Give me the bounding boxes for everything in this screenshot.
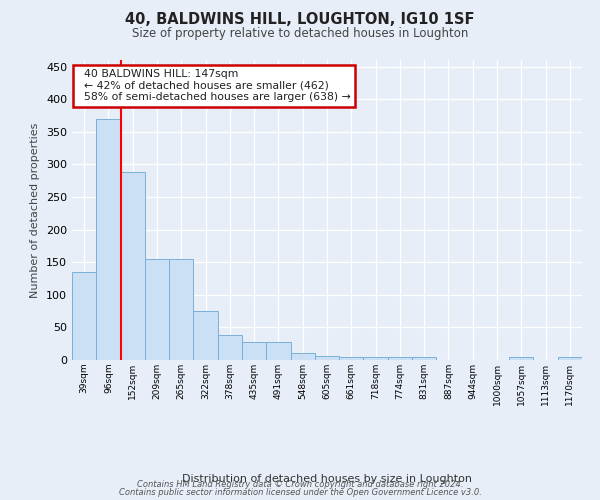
Bar (315, 356, 339, 360)
Text: Contains public sector information licensed under the Open Government Licence v3: Contains public sector information licen… (119, 488, 481, 497)
Text: Contains HM Land Registry data © Crown copyright and database right 2024.: Contains HM Land Registry data © Crown c… (137, 480, 463, 489)
Bar (290, 354, 315, 360)
Y-axis label: Number of detached properties: Number of detached properties (31, 122, 40, 298)
Text: 40 BALDWINS HILL: 147sqm
  ← 42% of detached houses are smaller (462)
  58% of s: 40 BALDWINS HILL: 147sqm ← 42% of detach… (77, 69, 351, 102)
Bar (509, 358, 533, 360)
Bar (72, 272, 96, 360)
Bar (266, 342, 290, 360)
Text: Size of property relative to detached houses in Loughton: Size of property relative to detached ho… (132, 28, 468, 40)
Bar (339, 356, 364, 360)
Text: 40, BALDWINS HILL, LOUGHTON, IG10 1SF: 40, BALDWINS HILL, LOUGHTON, IG10 1SF (125, 12, 475, 28)
X-axis label: Distribution of detached houses by size in Loughton: Distribution of detached houses by size … (182, 474, 472, 484)
Bar (558, 358, 582, 360)
Bar (145, 259, 169, 360)
Bar (364, 358, 388, 360)
Bar (218, 335, 242, 360)
Bar (412, 358, 436, 360)
Bar (169, 259, 193, 360)
Bar (193, 311, 218, 360)
Bar (96, 118, 121, 360)
Bar (121, 172, 145, 360)
Bar (242, 342, 266, 360)
Bar (388, 358, 412, 360)
